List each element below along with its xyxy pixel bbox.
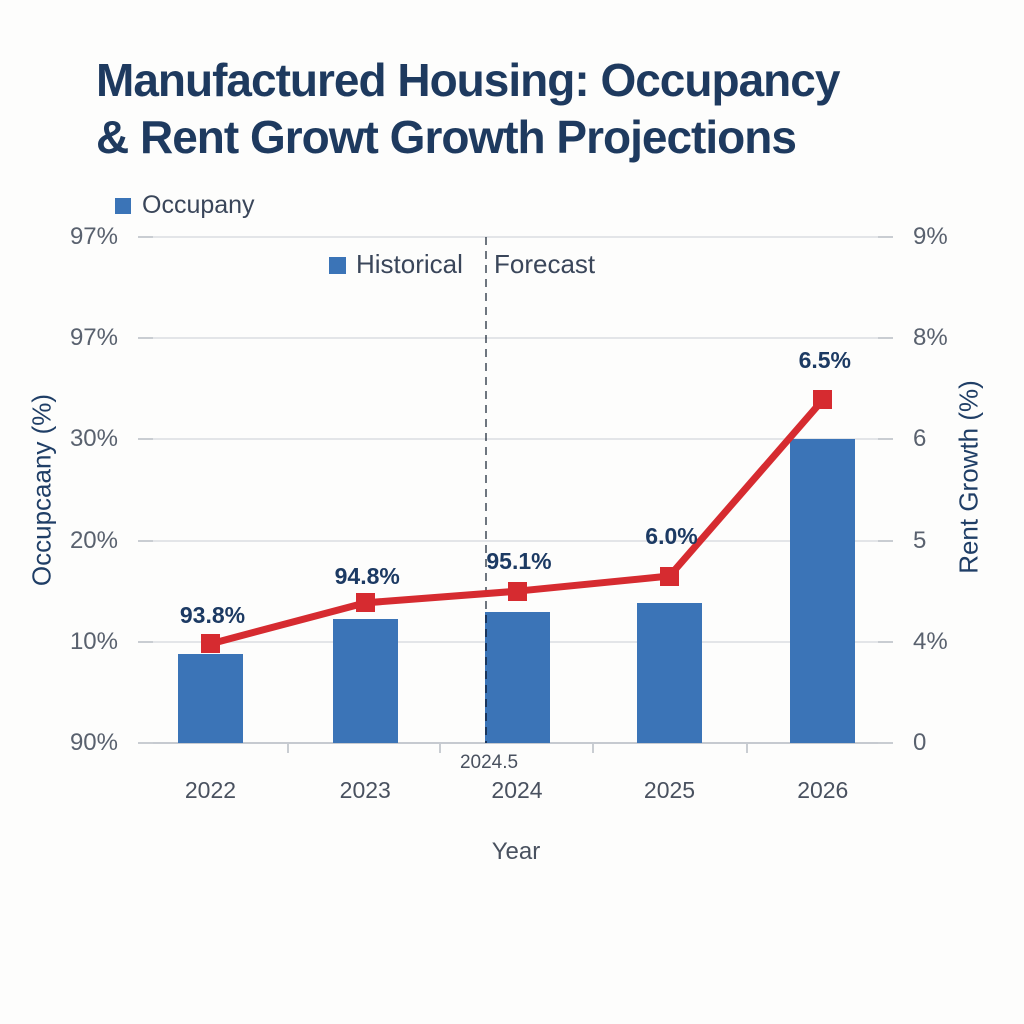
right-tick-mark [878, 438, 893, 441]
right-axis-tick-label: 8% [913, 324, 948, 352]
right-axis-tick-label: 6 [913, 425, 927, 453]
left-axis-tick-label: 97% [69, 324, 118, 352]
left-tick-mark [138, 438, 153, 441]
right-axis-tick-label: 5 [913, 526, 927, 554]
x-axis-line [138, 742, 893, 744]
x-axis-title: Year [491, 838, 541, 865]
right-tick-mark [878, 742, 893, 744]
x-tick-mark [439, 743, 441, 753]
left-axis-title: Occupcaany (%) [26, 393, 57, 587]
left-tick-mark [138, 640, 153, 643]
line-marker-2023 [355, 593, 375, 613]
right-tick-mark [878, 236, 893, 238]
line-marker-2026 [813, 390, 833, 410]
left-axis-tick-label: 20% [69, 526, 118, 554]
legend-occupancy-label: Occupany [142, 191, 255, 219]
point-label-2022: 93.8% [179, 601, 246, 628]
right-tick-mark [878, 337, 893, 340]
gridline [138, 236, 893, 238]
gridline [138, 438, 893, 441]
point-label-2023: 94.8% [334, 562, 400, 589]
forecast-divider-dashed-line [485, 237, 487, 743]
xtick-label-2024-5: 2024.5 [459, 752, 519, 773]
x-tick-mark [746, 743, 749, 753]
right-axis-tick-label: 4% [913, 627, 948, 655]
line-marker-2024 [507, 581, 527, 601]
bar-2024 [484, 611, 550, 743]
line-marker-2025 [660, 566, 680, 586]
chart-title-line1: Manufactured Housing: Occupancy [96, 54, 840, 106]
bar-2026 [790, 438, 856, 743]
legend-historical-label: Historical [356, 249, 463, 279]
left-tick-mark [138, 236, 153, 238]
right-tick-mark [878, 539, 893, 542]
left-axis-tick-label: 97% [69, 223, 118, 250]
point-label-2025: 6.0% [645, 523, 698, 550]
xtick-label-2024: 2024 [491, 777, 543, 803]
legend-forecast-label: Forecast [494, 249, 596, 279]
gridline [138, 539, 893, 542]
chart-title: Manufactured Housing: Occupancy & Rent G… [96, 52, 926, 166]
legend-occupancy-swatch [115, 198, 131, 214]
left-tick-mark [138, 539, 153, 542]
point-label-2024: 95.1% [486, 548, 552, 575]
legend-historical-swatch [329, 257, 346, 274]
bar-2025 [637, 602, 703, 743]
right-tick-mark [878, 640, 893, 643]
xtick-label-2022: 2022 [184, 777, 237, 803]
right-axis-tick-label: 9% [913, 223, 948, 250]
point-label-2026: 6.5% [798, 346, 851, 373]
xtick-label-2025: 2025 [643, 777, 696, 803]
rent-growth-line [209, 397, 826, 648]
line-marker-2022 [200, 634, 220, 654]
left-axis-tick-label: 10% [69, 627, 118, 655]
chart-title-line2: & Rent Growt Growth Projections [96, 111, 797, 163]
left-axis-tick-label: 90% [69, 729, 118, 756]
left-tick-mark [138, 337, 153, 340]
left-axis-tick-label: 30% [69, 425, 118, 453]
left-tick-mark [138, 742, 153, 744]
right-axis-tick-label: 0 [913, 729, 927, 756]
bar-2022 [177, 653, 243, 743]
xtick-label-2026: 2026 [797, 777, 849, 803]
right-axis-title: Rent Growth (%) [953, 380, 984, 574]
x-tick-mark [592, 743, 595, 753]
bar-2023 [332, 619, 398, 743]
x-tick-mark [287, 743, 290, 753]
gridline [138, 337, 893, 340]
xtick-label-2023: 2023 [339, 777, 391, 803]
